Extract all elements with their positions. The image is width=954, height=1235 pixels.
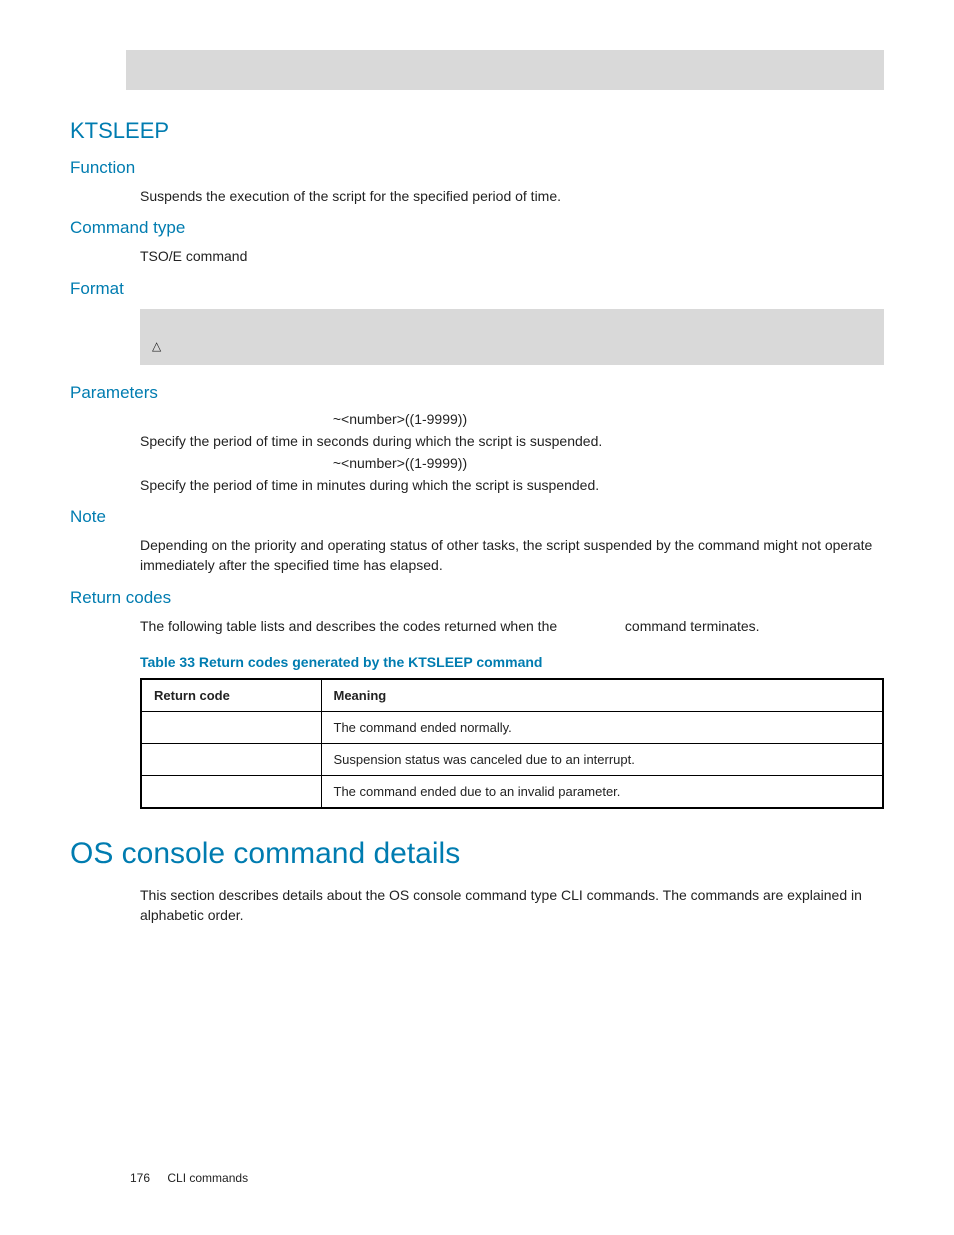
return-codes-intro-after: command terminates. [625, 618, 760, 634]
param-desc-1: Specify the period of time in minutes du… [140, 475, 884, 495]
page-footer: 176 CLI commands [130, 1171, 248, 1185]
heading-ktsleep: KTSLEEP [0, 118, 884, 144]
table-cell: The command ended due to an invalid para… [321, 776, 883, 809]
heading-return-codes: Return codes [70, 588, 884, 608]
param-spec-0: ~<number>((1-9999)) [220, 411, 580, 427]
table-header-row: Return code Meaning [141, 679, 883, 712]
table-cell: The command ended normally. [321, 712, 883, 744]
format-code-box: △ [140, 309, 884, 365]
heading-function: Function [70, 158, 884, 178]
heading-os-console: OS console command details [0, 837, 884, 871]
table-row: Suspension status was canceled due to an… [141, 744, 883, 776]
return-codes-table: Return code Meaning The command ended no… [140, 678, 884, 809]
table-cell [141, 744, 321, 776]
param-desc-0: Specify the period of time in seconds du… [140, 431, 884, 451]
return-codes-intro: The following table lists and describes … [140, 616, 884, 636]
footer-section-label: CLI commands [167, 1171, 248, 1185]
heading-command-type: Command type [70, 218, 884, 238]
heading-format: Format [70, 279, 884, 299]
function-text: Suspends the execution of the script for… [140, 186, 884, 206]
page-number: 176 [130, 1171, 150, 1185]
table-cell [141, 712, 321, 744]
table-cell [141, 776, 321, 809]
return-codes-intro-before: The following table lists and describes … [140, 618, 561, 634]
table-cell: Suspension status was canceled due to an… [321, 744, 883, 776]
table-row: The command ended due to an invalid para… [141, 776, 883, 809]
os-console-text: This section describes details about the… [140, 885, 884, 926]
note-text: Depending on the priority and operating … [140, 535, 884, 576]
command-type-text: TSO/E command [140, 246, 884, 266]
header-gray-bar [126, 50, 884, 90]
heading-parameters: Parameters [70, 383, 884, 403]
param-spec-1: ~<number>((1-9999)) [220, 455, 580, 471]
table-row: The command ended normally. [141, 712, 883, 744]
heading-note: Note [70, 507, 884, 527]
table-caption: Table 33 Return codes generated by the K… [140, 654, 884, 670]
page: KTSLEEP Function Suspends the execution … [0, 0, 954, 1235]
format-symbol: △ [152, 339, 161, 353]
table-col-1: Meaning [321, 679, 883, 712]
table-col-0: Return code [141, 679, 321, 712]
